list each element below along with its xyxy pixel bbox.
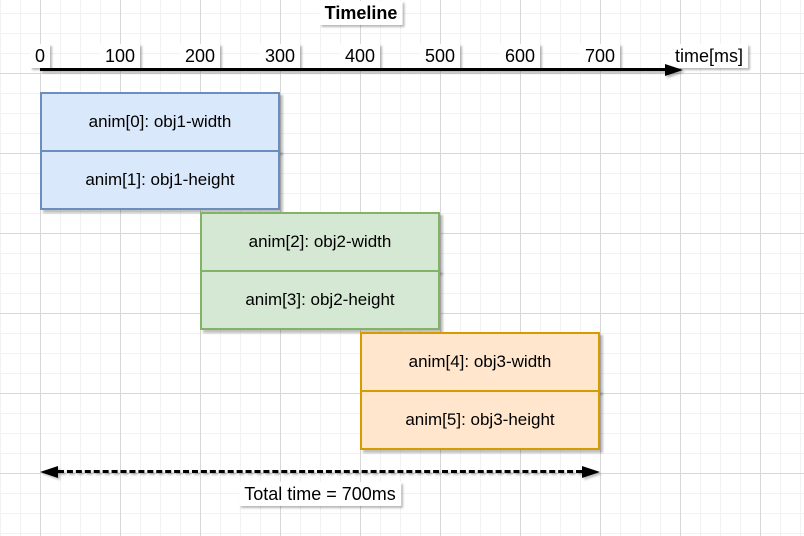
- arrow-right-head-icon: [582, 466, 600, 478]
- animation-track-bar: anim[1]: obj1-height: [40, 150, 280, 210]
- animation-track-bar: anim[0]: obj1-width: [40, 92, 280, 152]
- animation-track-bar: anim[3]: obj2-height: [200, 270, 440, 330]
- animation-track-bar: anim[5]: obj3-height: [360, 390, 600, 450]
- axis-tick-label: 0: [29, 44, 51, 68]
- axis-tick-label: 100: [99, 44, 141, 68]
- total-time-label: Total time = 700ms: [239, 482, 401, 506]
- time-axis-arrowhead-icon: [665, 64, 683, 76]
- axis-tick-label: 200: [179, 44, 221, 68]
- animation-track-bar: anim[2]: obj2-width: [200, 212, 440, 272]
- diagram-title: Timeline: [319, 1, 403, 25]
- time-axis-line: [40, 68, 668, 71]
- axis-tick-label: 400: [339, 44, 381, 68]
- axis-tick-label: 300: [259, 44, 301, 68]
- arrow-dashed-line: [58, 470, 582, 473]
- axis-tick-label: 600: [499, 44, 541, 68]
- axis-tick-label: 500: [419, 44, 461, 68]
- arrow-left-head-icon: [40, 466, 58, 478]
- axis-tick-label: 700: [579, 44, 621, 68]
- animation-track-bar: anim[4]: obj3-width: [360, 332, 600, 392]
- axis-unit-label: time[ms]: [670, 44, 749, 68]
